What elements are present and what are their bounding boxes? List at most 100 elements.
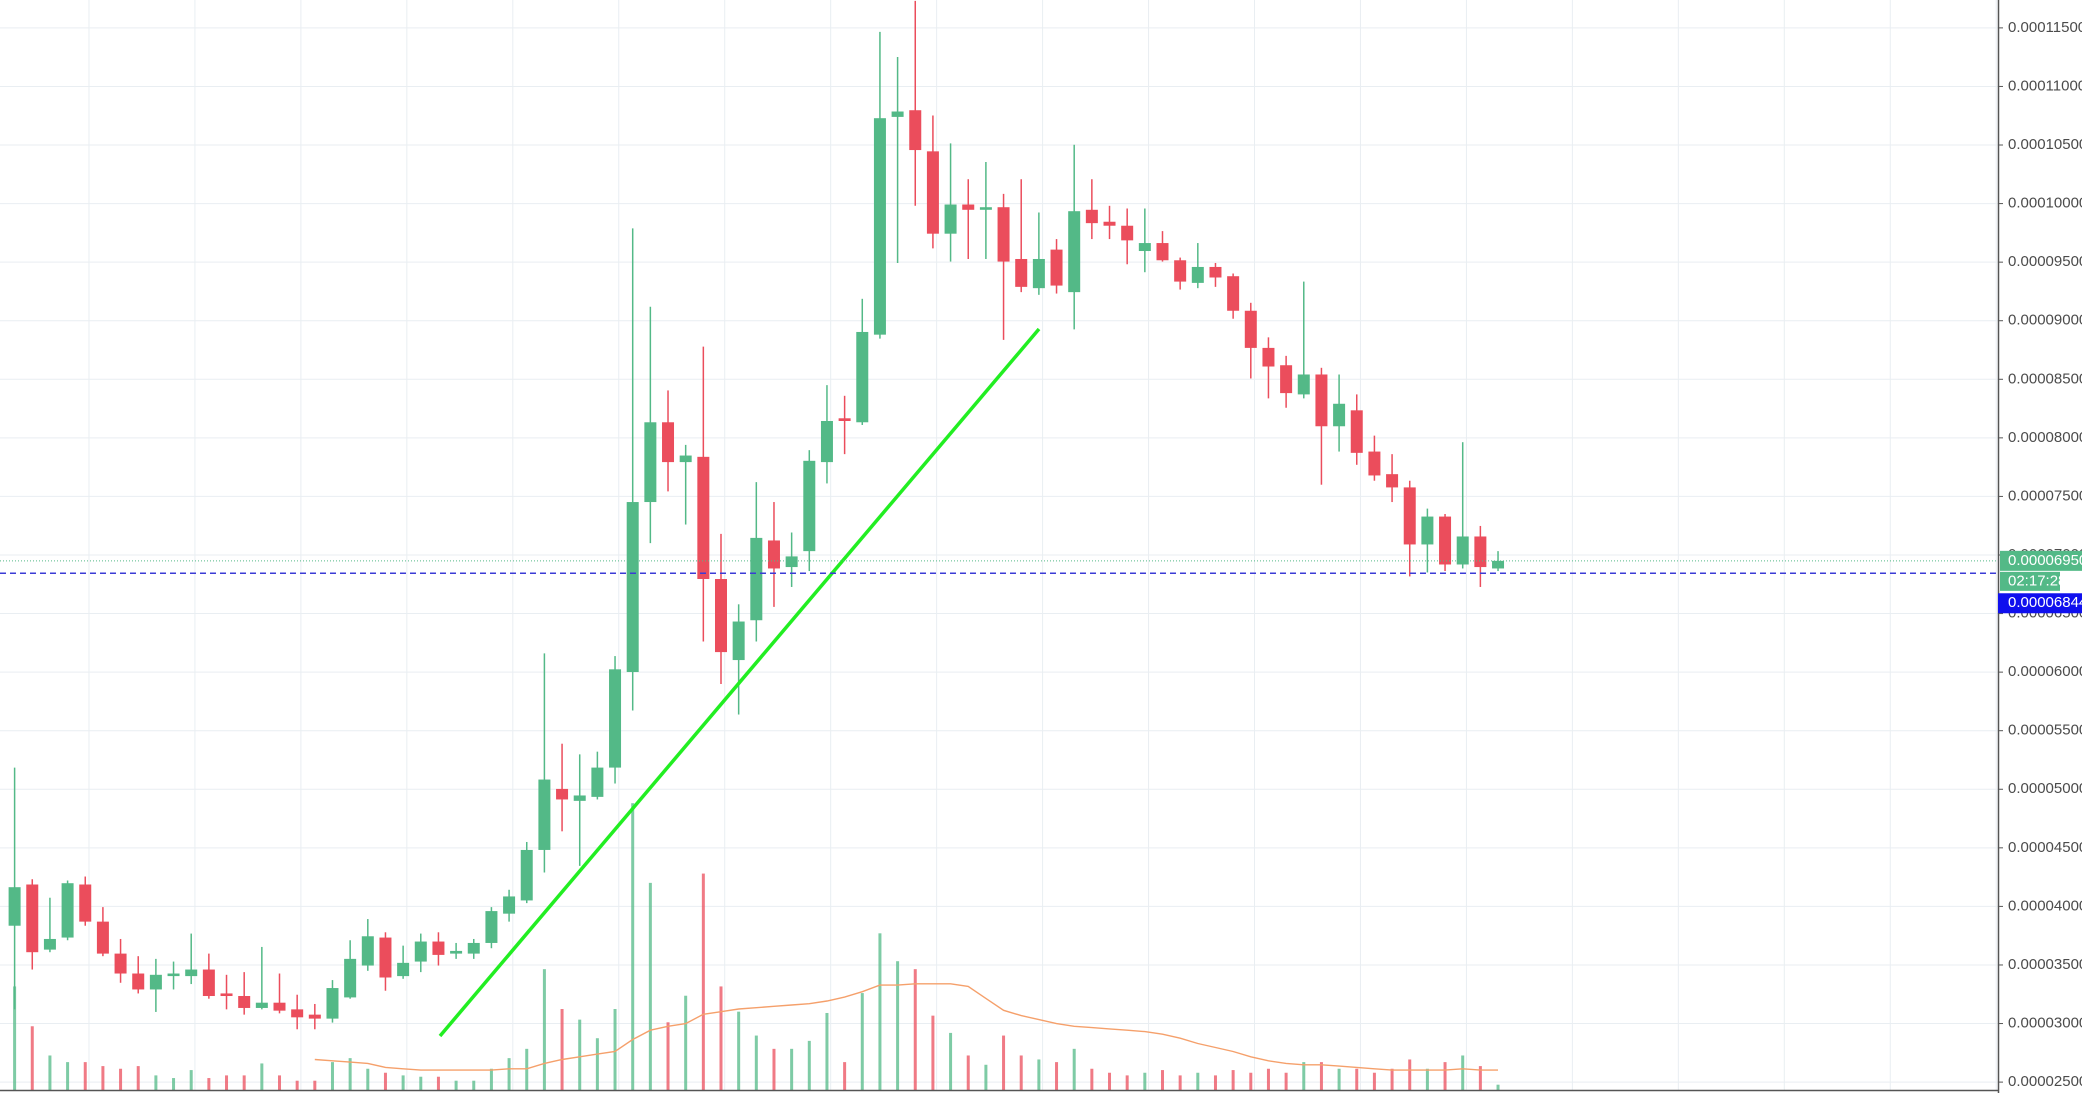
price-grid [0,27,1998,1083]
countdown-box [2000,571,2060,591]
candle-body [1280,365,1293,394]
candle-body [1015,258,1028,287]
candle-body [361,936,374,966]
volume-bar [1125,1075,1129,1090]
y-tick-label: 0.00003500 [2008,956,2082,973]
volume-bar [878,933,882,1090]
candle-body [326,988,339,1019]
candle-body [132,973,145,990]
price-lines [0,560,1998,575]
volume-bar [295,1080,299,1090]
y-tick-label: 0.00008500 [2008,370,2082,387]
volume-bar [1019,1055,1023,1090]
candle-body [273,1002,286,1011]
candle-body [803,460,816,552]
volume-bar [1037,1059,1041,1090]
candle-body [520,849,533,901]
candle-body [167,973,180,977]
volume-bar [896,961,900,1090]
volume-bar [154,1075,158,1090]
volume-bar [1002,1035,1006,1090]
candle-body [114,953,127,974]
volume-bar [1372,1072,1376,1090]
y-tick-label: 0.00007500 [2008,487,2082,504]
candle-body [379,937,392,978]
volume-bar [825,1012,829,1090]
volume-bar [1319,1062,1323,1090]
volume-bar [648,882,652,1090]
candle-body [1050,249,1063,286]
y-tick-label: 0.00009500 [2008,253,2082,270]
candle-body [1439,516,1452,565]
volume-bar [860,993,864,1090]
volume-bar [578,1019,582,1090]
candle-body [1068,211,1081,293]
candle-body [397,962,410,977]
volume-bar [13,986,17,1090]
volume-bar [1266,1068,1270,1090]
candle-body [838,418,851,421]
candle-body [344,958,357,998]
candle-body [1121,225,1134,241]
candle-body [61,883,74,938]
candle-body [1244,310,1257,348]
volume-bar [30,1026,34,1090]
volume-bar [1478,1066,1482,1090]
volume-bar [542,969,546,1090]
volume-bar [701,873,705,1090]
candle-body [662,422,675,463]
volume-bar [454,1080,458,1090]
price-line-box [1998,593,2082,614]
volume-bar [313,1080,317,1090]
volume-bar [843,1062,847,1090]
candle-body [1138,243,1151,252]
volume-bar [684,995,688,1090]
y-tick-label: 0.00004000 [2008,897,2082,914]
volume-bar [1143,1072,1147,1090]
volume-bar [242,1075,246,1090]
candle-body [1191,266,1204,283]
y-tick-label: 0.00005500 [2008,722,2082,739]
last-price-box [2000,550,2082,571]
price-labels: 0.00006950 02:17:28 0.00006844 [1998,550,2082,614]
candle-body [26,884,39,953]
candle-body [79,884,92,922]
candle-body [750,537,763,621]
candle-body [1456,536,1469,565]
volume-bar [1408,1059,1412,1090]
candle-body [432,941,445,955]
volume-bar [1090,1068,1094,1090]
countdown-label: 02:17:28 [2008,572,2066,589]
volume-bar [754,1035,758,1090]
volume-bar [278,1075,282,1090]
candle-body [909,110,922,151]
candle-body [1085,209,1098,224]
candle-body [785,556,798,568]
candle-body [944,204,957,234]
candle-body [503,896,516,914]
candle-body [1103,221,1116,226]
candle-body [767,540,780,569]
volume-bar [489,1068,493,1090]
candle-body [467,942,480,954]
time-grid [88,0,1997,1090]
volume-bar [666,1022,670,1090]
candle-body [308,1014,321,1019]
candle-body [1227,276,1240,311]
volume-bar [807,1040,811,1090]
volume-bar [101,1066,105,1090]
candle-body [714,579,727,653]
candle-body [8,887,21,926]
volume-bar [1496,1084,1500,1090]
volume-bar [1231,1070,1235,1090]
candle-body [1333,403,1346,427]
volume-bar [631,803,635,1090]
volume-bar [1213,1075,1217,1090]
volume-bar [419,1076,423,1090]
y-tick-label: 0.00002500 [2008,1073,2082,1090]
volume-bar [1390,1068,1394,1090]
y-tick-label: 0.00008000 [2008,429,2082,446]
candle-body [1368,451,1381,476]
candle-body [1474,536,1487,568]
